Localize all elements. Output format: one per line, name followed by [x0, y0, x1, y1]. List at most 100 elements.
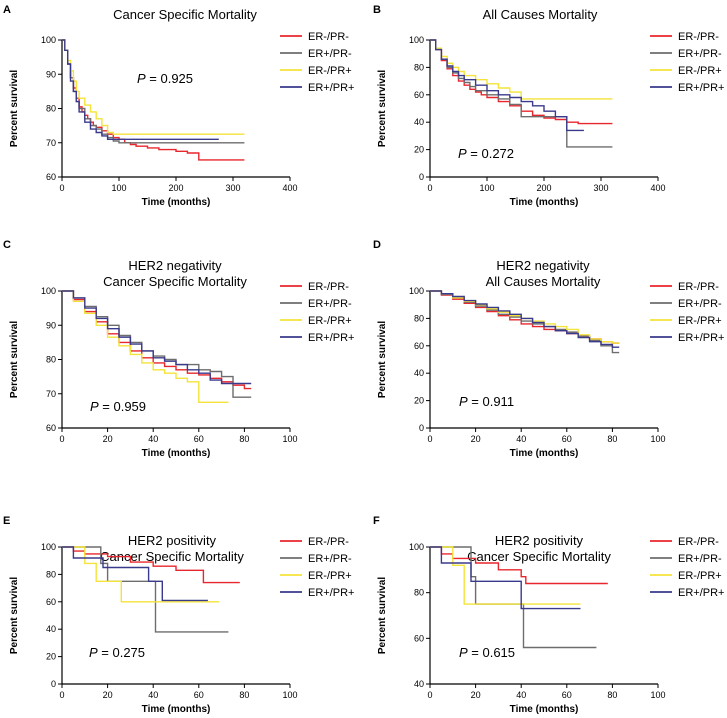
- y-tick-label: 70: [46, 389, 56, 399]
- x-tick-label: 100: [111, 183, 126, 193]
- x-tick-label: 100: [650, 690, 665, 700]
- series-line-er-pr-: [430, 39, 613, 100]
- x-tick-label: 200: [536, 183, 551, 193]
- y-tick-label: 60: [46, 172, 56, 182]
- legend-label: ER+/PR-: [678, 48, 722, 60]
- panel-letter: E: [3, 515, 10, 527]
- y-tick-label: 80: [46, 355, 56, 365]
- y-axis-label: Percent survival: [377, 577, 388, 654]
- x-tick-label: 60: [562, 690, 572, 700]
- legend-label: ER-/PR-: [678, 536, 719, 548]
- x-tick-label: 100: [479, 183, 494, 193]
- series-line-er-pr-: [430, 39, 584, 132]
- x-tick-label: 400: [650, 183, 665, 193]
- y-tick-label: 100: [41, 542, 56, 552]
- series-line-er-pr-: [62, 546, 240, 584]
- chart-title-line: Cancer Specific Mortality: [103, 274, 247, 289]
- series-line-er-pr-: [62, 39, 219, 140]
- x-tick-label: 0: [427, 690, 432, 700]
- x-tick-label: 60: [194, 434, 204, 444]
- x-tick-label: 20: [471, 434, 481, 444]
- panel-a: A Cancer Specific Mortality 0 100 200 300 400 6…: [3, 4, 354, 208]
- legend-label: ER+/PR+: [678, 82, 724, 94]
- y-tick-label: 0: [419, 423, 424, 433]
- x-tick-label: 20: [103, 690, 113, 700]
- x-tick-label: 0: [427, 434, 432, 444]
- y-tick-label: 60: [414, 633, 424, 643]
- legend-label: ER+/PR-: [308, 48, 352, 60]
- y-tick-label: 80: [46, 569, 56, 579]
- x-tick-label: 0: [59, 690, 64, 700]
- panel-letter: D: [373, 239, 381, 251]
- series-line-er-pr-: [430, 290, 620, 344]
- x-tick-label: 60: [194, 690, 204, 700]
- series-line-er-pr-: [62, 290, 229, 403]
- y-tick-label: 80: [414, 62, 424, 72]
- x-tick-label: 40: [516, 434, 526, 444]
- y-tick-label: 40: [46, 624, 56, 634]
- p-value: = 0.275: [98, 645, 145, 660]
- chart-title-line: Cancer Specific Mortality: [100, 549, 244, 564]
- p-symbol: P: [458, 146, 467, 161]
- series-line-er-pr-: [430, 546, 608, 585]
- y-axis-label: Percent survival: [9, 70, 20, 147]
- y-axis-label: Percent survival: [9, 321, 20, 398]
- panel-b: B All Causes Mortality 0 100 200 300 400 0 20 40 6…: [373, 4, 724, 208]
- legend-label: ER+/PR+: [308, 587, 354, 599]
- chart-title-line: HER2 negativity: [496, 258, 590, 273]
- legend-label: ER+/PR-: [678, 553, 722, 565]
- y-tick-label: 40: [414, 679, 424, 689]
- legend-label: ER+/PR+: [308, 82, 354, 94]
- x-tick-label: 40: [516, 690, 526, 700]
- series-line-er-pr-: [62, 39, 245, 161]
- series-line-er-pr-: [62, 39, 245, 135]
- y-tick-label: 100: [41, 35, 56, 45]
- legend-label: ER+/PR+: [678, 332, 724, 344]
- y-tick-label: 60: [46, 597, 56, 607]
- p-symbol: P: [459, 394, 468, 409]
- y-tick-label: 20: [414, 145, 424, 155]
- x-tick-label: 0: [427, 183, 432, 193]
- x-axis-label: Time (months): [510, 197, 579, 208]
- series-line-er-pr-: [430, 39, 613, 125]
- legend-label: ER-/PR-: [678, 31, 719, 43]
- panel-letter: C: [3, 239, 11, 251]
- legend-label: ER-/PR-: [678, 281, 719, 293]
- legend-label: ER+/PR-: [308, 298, 352, 310]
- y-tick-label: 100: [409, 286, 424, 296]
- p-value-label: P = 0.272: [458, 146, 514, 161]
- y-tick-label: 0: [51, 679, 56, 689]
- p-value-label: P = 0.275: [89, 645, 145, 660]
- chart-title-line: Cancer Specific Mortality: [113, 7, 257, 22]
- p-value: = 0.615: [468, 645, 515, 660]
- chart-title-line: HER2 positivity: [128, 533, 217, 548]
- p-value: = 0.272: [467, 146, 514, 161]
- x-axis-label: Time (months): [510, 448, 579, 459]
- chart-title-line: Cancer Specific Mortality: [467, 549, 611, 564]
- x-axis-label: Time (months): [142, 448, 211, 459]
- series-line-er-pr-: [62, 546, 208, 602]
- p-symbol: P: [89, 645, 98, 660]
- x-tick-label: 0: [59, 183, 64, 193]
- y-tick-label: 70: [46, 138, 56, 148]
- legend-label: ER+/PR+: [678, 587, 724, 599]
- legend-label: ER-/PR+: [678, 315, 722, 327]
- y-tick-label: 90: [46, 69, 56, 79]
- y-tick-label: 40: [414, 368, 424, 378]
- y-tick-label: 80: [46, 104, 56, 114]
- legend-label: ER+/PR-: [308, 553, 352, 565]
- legend-label: ER-/PR-: [308, 281, 349, 293]
- p-value: = 0.911: [468, 394, 514, 409]
- series-line-er-pr-: [62, 290, 252, 385]
- y-tick-label: 100: [409, 35, 424, 45]
- x-axis-label: Time (months): [142, 704, 211, 715]
- y-tick-label: 100: [409, 542, 424, 552]
- chart-title-line: HER2 positivity: [495, 533, 584, 548]
- y-tick-label: 60: [46, 423, 56, 433]
- y-tick-label: 20: [46, 652, 56, 662]
- x-tick-label: 300: [225, 183, 240, 193]
